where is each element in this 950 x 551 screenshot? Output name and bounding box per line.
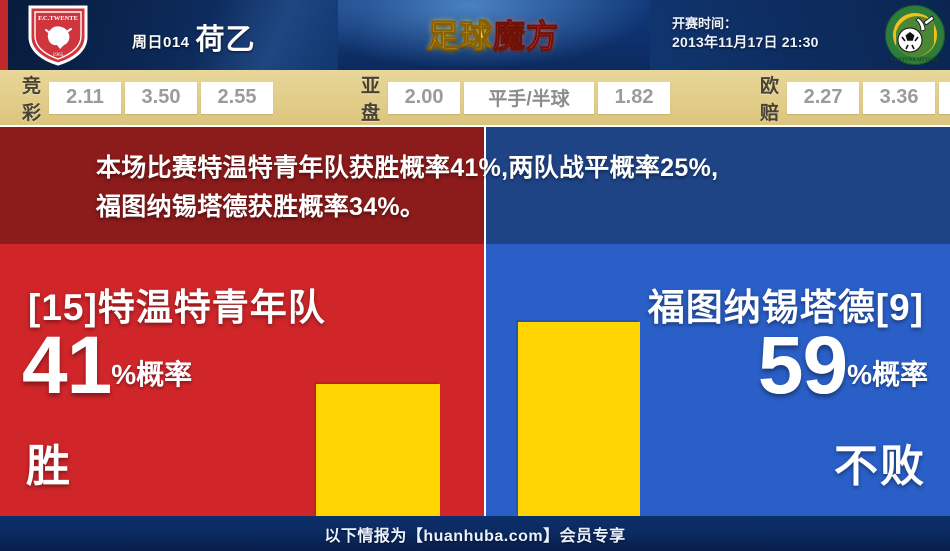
away-percent-number: 59	[757, 320, 848, 411]
site-brand-logo: 足球魔方	[418, 8, 568, 60]
kickoff-info: 开赛时间： 2013年11月17日 21:30	[672, 14, 819, 52]
away-probability-value: 59 %概率	[757, 320, 928, 411]
header-bar: F.C.TWENTE 1965 FORTUNA SITTARD	[0, 0, 950, 70]
summary-band: 本场比赛特温特青年队获胜概率41%,两队战平概率25%, 福图纳锡塔德获胜概率3…	[0, 127, 950, 244]
brand-text-part2: 魔方	[492, 18, 560, 55]
odds-bar: 竞彩 2.11 3.50 2.55 亚盘 2.00 平手/半球 1.82 欧赔 …	[0, 70, 950, 125]
away-team-name: 福图纳锡塔德[9]	[647, 287, 924, 328]
svg-text:1965: 1965	[53, 52, 64, 58]
summary-text-line1: 本场比赛特温特青年队获胜概率41%,两队战平概率25%,	[96, 154, 719, 182]
odds-group-oupei: 欧赔 2.27 3.36 2.79	[760, 71, 950, 125]
home-percent-unit: %概率	[111, 359, 193, 390]
odds-group-title: 欧赔	[760, 75, 781, 124]
home-team-name: [15]特温特青年队	[28, 287, 326, 328]
kickoff-label: 开赛时间：	[672, 16, 738, 31]
home-probability-value: 41 %概率	[22, 320, 193, 411]
odds-cell[interactable]: 3.36	[863, 81, 936, 114]
away-percent-unit: %概率	[847, 359, 928, 390]
summary-band-right-bg	[486, 127, 950, 244]
match-league-label: 荷乙	[195, 24, 256, 56]
odds-cell[interactable]: 2.55	[201, 81, 274, 114]
odds-group-title: 竞彩	[22, 75, 43, 124]
kickoff-value: 2013年11月17日 21:30	[672, 34, 819, 50]
away-team-panel: 福图纳锡塔德[9] 59 %概率 不败	[486, 244, 950, 516]
summary-band-left-bg	[0, 127, 484, 244]
away-outcome-label: 不败	[834, 442, 926, 491]
brand-text-part1: 足球	[426, 18, 493, 55]
odds-cell[interactable]: 2.27	[787, 81, 860, 114]
odds-group-title: 亚盘	[361, 75, 382, 124]
away-probability-bar	[518, 322, 640, 516]
home-percent-number: 41	[22, 320, 112, 411]
summary-text: 本场比赛特温特青年队获胜概率41%,两队战平概率25%, 福图纳锡塔德获胜概率3…	[96, 149, 886, 227]
odds-cell[interactable]: 3.50	[125, 81, 198, 114]
odds-cell-handicap[interactable]: 平手/半球	[464, 81, 595, 114]
header-accent-stripe	[0, 0, 8, 70]
probability-panels: [15]特温特青年队 41 %概率 胜 福图纳锡塔德[9] 59 %概率 不败	[0, 244, 950, 516]
home-team-panel: [15]特温特青年队 41 %概率 胜	[0, 244, 484, 516]
odds-group-jingcai: 竞彩 2.11 3.50 2.55	[22, 71, 277, 125]
odds-cell[interactable]: 1.82	[598, 81, 671, 114]
summary-text-line2: 福图纳锡塔德获胜概率34%。	[96, 193, 426, 221]
svg-text:FORTUNA SITTARD: FORTUNA SITTARD	[891, 58, 939, 63]
match-round-label: 周日014	[132, 34, 190, 51]
odds-group-yapan: 亚盘 2.00 平手/半球 1.82	[361, 71, 674, 125]
odds-cell[interactable]: 2.11	[49, 81, 122, 114]
fc-twente-crest-icon: F.C.TWENTE 1965	[24, 3, 92, 67]
footer-notice-text: 以下情报为【huanhuba.com】会员专享	[324, 527, 626, 545]
footer-bar: 以下情报为【huanhuba.com】会员专享	[0, 516, 950, 551]
match-title: 周日014 荷乙	[132, 14, 256, 56]
svg-text:F.C.TWENTE: F.C.TWENTE	[38, 15, 78, 22]
odds-cell[interactable]: 2.79	[939, 81, 950, 114]
home-outcome-label: 胜	[26, 442, 72, 491]
fortuna-sittard-crest-icon: FORTUNA SITTARD	[884, 4, 946, 66]
home-probability-bar	[316, 384, 440, 516]
odds-cell[interactable]: 2.00	[388, 81, 461, 114]
